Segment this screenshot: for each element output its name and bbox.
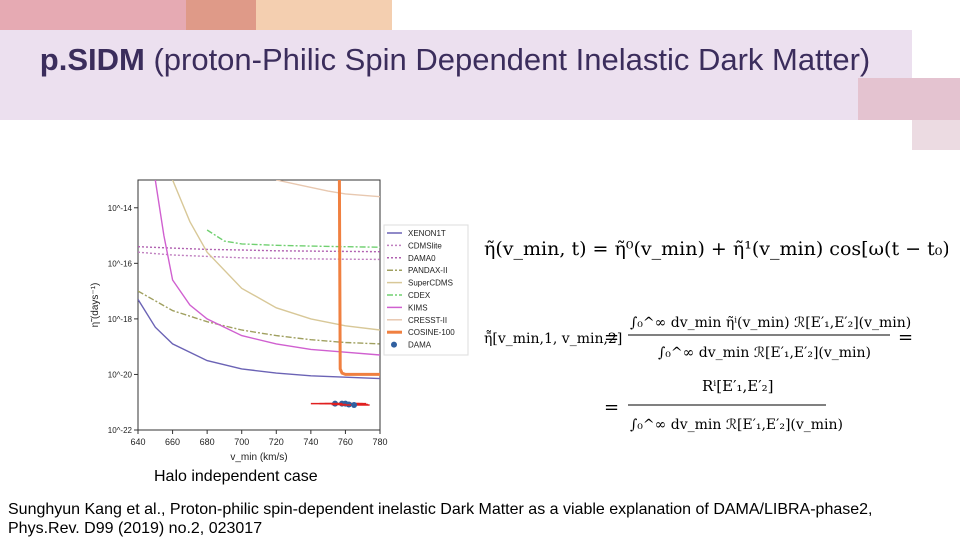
y-tick-label: 10^-20 xyxy=(108,370,133,379)
decor-block-rose xyxy=(912,120,960,150)
legend-label-cosine-100: COSINE-100 xyxy=(408,328,455,337)
legend-label-cdex: CDEX xyxy=(408,291,431,300)
series-cresst-ii-line xyxy=(276,180,380,198)
equation-2-denominator: ∫₀^∞ dv_min ℛ[E′₁,E′₂](v_min) xyxy=(658,345,871,361)
page-title: p.SIDM (proton-Philic Spin Dependent Ine… xyxy=(10,40,900,79)
y-tick-label: 10^-18 xyxy=(108,315,133,324)
legend-label-dama0: DAMA0 xyxy=(408,254,436,263)
series-xenon1t-line xyxy=(138,299,380,380)
x-tick-label: 660 xyxy=(165,437,180,447)
x-tick-label: 680 xyxy=(200,437,215,447)
series-dama-point xyxy=(351,402,358,408)
decor-block-mauve xyxy=(858,78,960,120)
equation-2-numerator: ∫₀^∞ dv_min η̃ⁱ(v_min) ℛ[E′₁,E′₂](v_min) xyxy=(630,315,911,331)
equals-3: = xyxy=(604,397,619,418)
chart-caption: Halo independent case xyxy=(154,468,318,485)
legend-label-xenon1t: XENON1T xyxy=(408,229,446,238)
x-tick-label: 720 xyxy=(269,437,284,447)
plot-frame xyxy=(137,179,381,431)
legend-swatch-dama xyxy=(391,341,397,348)
x-tick-label: 700 xyxy=(234,437,249,447)
equation-2-lhs: η̄̃[v_min,1, v_min,2] xyxy=(484,329,622,347)
title-band xyxy=(0,30,912,120)
chart-svg: 640 660 680 700 720 740 760 780 10^-14 10^-16 10^-… xyxy=(90,179,469,463)
legend-label-kims: KIMS xyxy=(408,303,428,312)
equals-2: = xyxy=(898,327,913,348)
x-axis-label: v_min (km/s) xyxy=(230,452,287,463)
equation-3-numerator: Rⁱ[E′₁,E′₂] xyxy=(702,377,774,395)
y-tick-label: 10^-22 xyxy=(108,426,133,435)
citation-text: Sunghyun Kang et al., Proton-philic spin… xyxy=(8,501,873,537)
legend-label-pandax-ii: PANDAX-II xyxy=(408,266,447,275)
chart-container: 640 660 680 700 720 740 760 780 10^-14 10^-16 10^-… xyxy=(78,175,470,465)
equals-1: = xyxy=(604,327,619,348)
y-axis-label: η̃ (days⁻¹) xyxy=(90,283,101,328)
x-tick-label: 740 xyxy=(303,437,318,447)
series-cdex-line xyxy=(206,229,380,248)
x-tick-label: 780 xyxy=(372,437,387,447)
legend-label-cresst-ii: CRESST-II xyxy=(408,316,447,325)
series-cosine-100-line xyxy=(337,180,380,376)
y-tick-label: 10^-16 xyxy=(108,259,133,268)
legend-label-cdmslite: CDMSlite xyxy=(408,241,442,250)
series-pandax-ii-line xyxy=(138,290,380,345)
legend-label-supercdms: SuperCDMS xyxy=(408,279,453,288)
legend-label-dama: DAMA xyxy=(408,341,432,350)
equation-3-denominator: ∫₀^∞ dv_min ℛ[E′₁,E′₂](v_min) xyxy=(630,417,843,433)
x-tick-label: 760 xyxy=(338,437,353,447)
title-bold: p.SIDM xyxy=(39,42,145,77)
equation-1: η̃(v_min, t) = η̃⁰(v_min) + η̃¹(v_min) c… xyxy=(484,238,948,260)
x-tick-label: 640 xyxy=(130,437,145,447)
series-kims-line xyxy=(154,180,380,356)
formula-block: η̃(v_min, t) = η̃⁰(v_min) + η̃¹(v_min) c… xyxy=(478,225,957,450)
title-rest: (proton-Philic Spin Dependent Inelastic … xyxy=(144,42,871,77)
y-tick-label: 10^-14 xyxy=(108,204,133,213)
